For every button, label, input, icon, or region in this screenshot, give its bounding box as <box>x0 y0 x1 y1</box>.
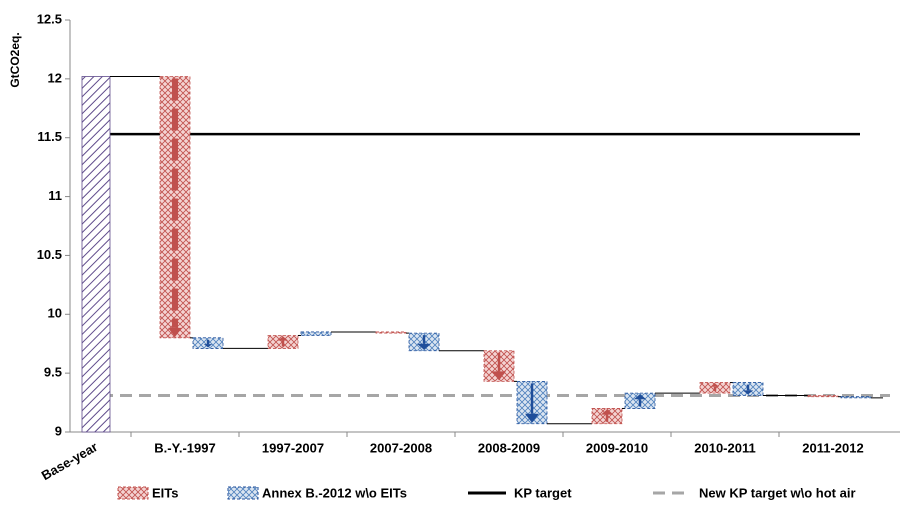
y-axis-label: GtCO2eq. <box>8 32 22 87</box>
y-tick-label: 10.5 <box>37 247 62 262</box>
arrow-head <box>710 383 720 387</box>
arrow-head <box>168 327 182 337</box>
arrow-head <box>525 413 539 423</box>
legend-label: KP target <box>514 485 572 500</box>
y-tick-label: 11 <box>48 188 62 203</box>
x-tick-label: 2007-2008 <box>370 440 432 455</box>
x-tick-label: Base-year <box>39 439 100 483</box>
arrow-head <box>492 371 506 381</box>
y-tick-label: 10 <box>48 306 62 321</box>
arrow-head <box>633 394 647 400</box>
x-tick-label: 2009-2010 <box>586 440 648 455</box>
x-tick-label: 1997-2007 <box>262 440 324 455</box>
y-tick-label: 9 <box>55 423 62 438</box>
legend-label: EITs <box>152 485 179 500</box>
arrow-head <box>277 336 289 341</box>
x-tick-label: 2010-2011 <box>694 440 755 455</box>
arrow-head <box>203 344 213 348</box>
x-tick-label: 2008-2009 <box>478 440 540 455</box>
base-bar <box>81 76 111 433</box>
bar <box>807 395 839 398</box>
y-tick-label: 9.5 <box>44 365 62 380</box>
legend-swatch <box>117 486 149 500</box>
bar <box>375 331 407 334</box>
y-tick-label: 12.5 <box>37 11 62 26</box>
legend-label: New KP target w\o hot air <box>699 485 856 500</box>
bar <box>840 396 872 399</box>
bar <box>300 331 332 336</box>
arrow-head <box>600 409 614 415</box>
y-tick-label: 11.5 <box>37 129 62 144</box>
arrow-head <box>417 343 431 350</box>
legend-swatch <box>227 486 259 500</box>
legend-label: Annex B.-2012 w\o EITs <box>262 485 407 500</box>
x-tick-label: 2011-2012 <box>802 440 863 455</box>
arrow-head <box>742 390 754 395</box>
x-tick-label: B.-Y.-1997 <box>154 440 215 455</box>
y-tick-label: 12 <box>48 70 62 85</box>
